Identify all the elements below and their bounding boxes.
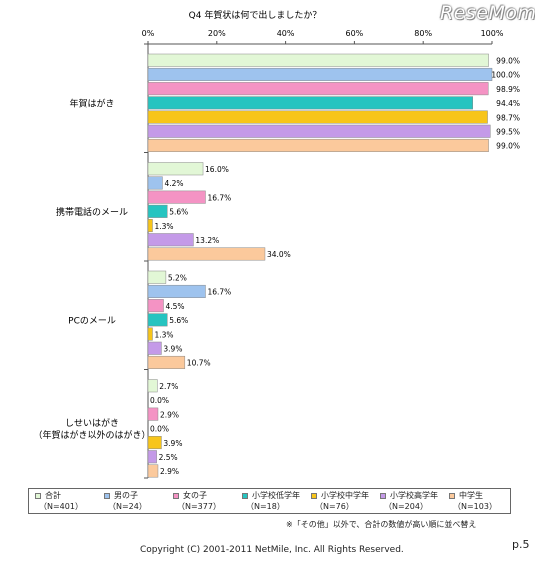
bar: [147, 407, 159, 421]
bar: [147, 162, 204, 176]
data-label: 34.0%: [267, 250, 291, 259]
data-label: 3.9%: [163, 439, 182, 448]
legend-sample-size: （N=76）: [315, 502, 354, 511]
data-label: 16.7%: [207, 288, 231, 297]
bar: [147, 204, 168, 218]
data-label: 99.0%: [496, 142, 520, 151]
x-tick-label: 60%: [346, 29, 364, 38]
bar: [147, 450, 157, 464]
category-label: PCのメール: [68, 317, 116, 327]
data-label: 0.0%: [150, 425, 169, 434]
legend-swatch: [380, 493, 386, 499]
x-tick-label: 40%: [277, 29, 295, 38]
bar: [147, 176, 163, 190]
bar: [147, 313, 168, 327]
data-label: 99.5%: [496, 128, 520, 137]
bar: [147, 464, 159, 478]
resemom-logo: ReseMom: [440, 2, 535, 24]
data-label: 2.7%: [159, 382, 178, 391]
legend-sample-size: （N=401）: [39, 502, 83, 511]
data-label: 10.7%: [187, 359, 211, 368]
legend-sample-size: （N=18）: [246, 502, 285, 511]
legend-label: 中学生: [459, 491, 483, 500]
category-label: 年賀はがき: [69, 98, 114, 110]
data-label: 5.6%: [169, 316, 188, 325]
bar: [147, 67, 493, 81]
bar: [147, 355, 186, 369]
legend-swatch: [242, 493, 248, 499]
legend-label: 小学校中学年: [321, 491, 369, 500]
bar: [147, 96, 473, 110]
legend-swatch: [173, 493, 179, 499]
x-tick-label: 100%: [481, 29, 504, 38]
data-label: 3.9%: [163, 345, 182, 354]
legend-label: 合計: [45, 491, 61, 500]
bar: [147, 82, 489, 96]
page-number: p.5: [512, 538, 530, 551]
x-tick-label: 0%: [142, 29, 155, 38]
bar: [147, 247, 266, 261]
bar: [147, 190, 206, 204]
category-label: 携帯電話のメール: [56, 206, 128, 218]
data-label: 98.7%: [496, 113, 520, 122]
bar: [147, 379, 158, 393]
bar: [147, 124, 491, 138]
bar: [147, 436, 162, 450]
legend-label: 男の子: [114, 491, 138, 500]
sort-note: ※「その他」以外で、合計の数値が高い順に並べ替え: [286, 520, 477, 529]
legend-swatch: [35, 493, 41, 499]
bar-chart: Q4 年賀状は何で出しましたか？ 0% 20% 40% 60% 80% 100% 99.0% 1…: [33, 9, 520, 479]
data-label: 2.9%: [160, 410, 179, 419]
legend-sample-size: （N=377）: [177, 502, 221, 511]
legend-sample-size: （N=103）: [453, 502, 497, 511]
legend-label: 女の子: [183, 491, 207, 500]
bar: [147, 233, 194, 247]
data-label: 4.5%: [165, 302, 184, 311]
legend: 合計 （N=401） 男の子 （N=24） 女の子 （N=377） 小学校低学年 （N=18）…: [28, 488, 511, 514]
legend-swatch: [311, 493, 317, 499]
legend-swatch: [104, 493, 110, 499]
legend-swatch: [449, 493, 455, 499]
data-label: 94.4%: [496, 99, 520, 108]
category-label: （年賀はがき以外のはがき）: [33, 429, 150, 441]
data-label: 2.9%: [160, 467, 179, 476]
bar: [147, 341, 162, 355]
legend-label: 小学校低学年: [252, 491, 300, 500]
data-label: 1.3%: [154, 222, 173, 231]
data-label: 98.9%: [496, 85, 520, 94]
data-label: 5.6%: [169, 208, 188, 217]
bar: [147, 299, 164, 313]
bar: [147, 327, 153, 341]
data-label: 2.5%: [159, 453, 178, 462]
data-label: 16.0%: [205, 165, 229, 174]
data-label: 16.7%: [207, 193, 231, 202]
x-tick-label: 20%: [208, 29, 226, 38]
data-label: 99.0%: [496, 57, 520, 66]
bar: [147, 138, 489, 152]
data-label: 5.2%: [168, 274, 187, 283]
data-label: 100.0%: [491, 71, 520, 80]
data-label: 0.0%: [150, 396, 169, 405]
bar: [147, 53, 489, 67]
chart-title: Q4 年賀状は何で出しましたか？: [189, 9, 322, 21]
bar: [147, 270, 167, 284]
legend-sample-size: （N=204）: [384, 502, 428, 511]
legend-label: 小学校高学年: [390, 491, 438, 500]
bar: [147, 284, 206, 298]
x-tick-label: 80%: [414, 29, 432, 38]
data-label: 13.2%: [195, 236, 219, 245]
data-label: 4.2%: [164, 179, 183, 188]
bar: [147, 219, 153, 233]
category-label: しせいはがき: [65, 417, 119, 429]
copyright-text: Copyright (C) 2001-2011 NetMile, Inc. Al…: [140, 545, 404, 555]
data-label: 1.3%: [154, 330, 173, 339]
legend-sample-size: （N=24）: [108, 502, 147, 511]
bar: [147, 110, 488, 124]
